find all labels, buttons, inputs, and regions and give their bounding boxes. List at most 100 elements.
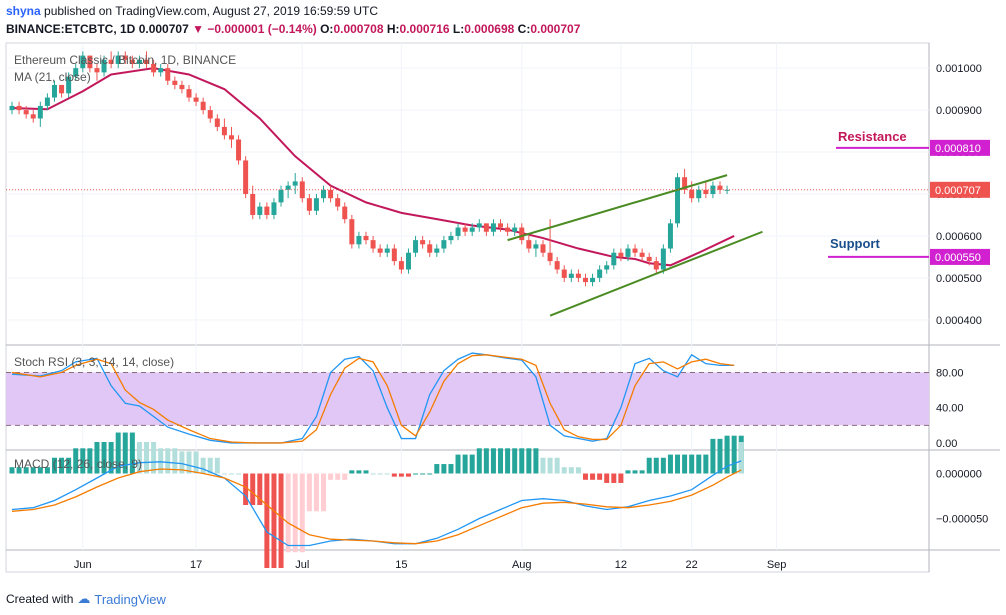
candle-body (228, 135, 234, 140)
close-label: C: (517, 22, 531, 36)
macd-histogram-bar (356, 470, 362, 474)
support-price-tag (930, 248, 990, 265)
macd-histogram-bar (186, 451, 192, 474)
candle-body (278, 189, 284, 203)
tradingview-brand[interactable]: TradingView (94, 591, 166, 607)
macd-histogram-bar (646, 457, 652, 474)
macd-histogram-bar (122, 432, 128, 474)
macd-histogram-bar (597, 473, 603, 480)
macd-histogram-bar (101, 442, 107, 474)
candle-body (476, 223, 482, 228)
macd-histogram-bar (462, 454, 468, 474)
publish-line: shyna published on TradingView.com, Augu… (6, 4, 378, 18)
macd-histogram-bar (696, 454, 702, 474)
candle-body (306, 198, 312, 211)
time-tick-label: 17 (190, 559, 202, 571)
macd-histogram-bar (16, 467, 22, 474)
down-arrow-icon: ▼ (192, 22, 204, 36)
candle-body (122, 55, 128, 60)
macd-histogram-bar (483, 448, 489, 474)
macd-tick-label: −0.000050 (936, 514, 988, 526)
candle-body (448, 235, 454, 241)
candle-body (108, 59, 114, 64)
macd-histogram-bar (129, 432, 135, 474)
macd-histogram-bar (731, 435, 737, 474)
price-tick-label: 0.000400 (936, 315, 982, 327)
macd-histogram-bar (533, 448, 539, 474)
candle-body (526, 240, 532, 249)
macd-histogram-bar (94, 442, 100, 474)
resistance-label: Resistance (838, 129, 907, 144)
high-value: 0.000716 (399, 22, 450, 36)
candle-body (136, 59, 142, 64)
resistance-price-tag (930, 139, 990, 156)
macd-histogram-bar (512, 448, 518, 474)
open-value: 0.000708 (333, 22, 384, 36)
symbol-label: BINANCE:ETCBTC, 1D (6, 22, 136, 36)
macd-histogram-bar (321, 473, 327, 512)
macd-histogram-bar (278, 473, 284, 568)
macd-histogram-bar (703, 454, 709, 474)
macd-histogram-bar (236, 473, 242, 475)
candle-body (207, 110, 213, 119)
macd-histogram-bar (724, 435, 730, 474)
macd-histogram-bar (66, 457, 72, 474)
candle-body (653, 261, 659, 270)
macd-tick-label: 0.000000 (936, 469, 982, 481)
macd-histogram-bar (172, 448, 178, 474)
macd-histogram-bar (59, 457, 65, 474)
macd-histogram-bar (9, 467, 15, 474)
candle-body (23, 110, 29, 115)
candle-body (434, 248, 440, 253)
candle-body (689, 189, 695, 199)
ma-indicator-label: MA (21, close) (14, 70, 91, 84)
low-label: L: (452, 22, 465, 36)
tradingview-logo-icon[interactable]: ☁ (77, 591, 91, 606)
candle-body (292, 181, 298, 186)
candle-body (342, 206, 348, 220)
chart-frame (5, 42, 930, 573)
candle-body (625, 248, 631, 257)
candle-body (151, 63, 157, 73)
candle-body (250, 194, 256, 215)
candle-body (675, 177, 681, 224)
candle-body (186, 89, 192, 98)
candle-body (363, 235, 369, 241)
candle-body (710, 185, 716, 194)
candle-body (618, 252, 624, 257)
macd-histogram-bar (136, 442, 142, 474)
stoch-k-line (11, 352, 735, 444)
macd-histogram-bar (285, 473, 291, 553)
stoch-band (6, 372, 929, 426)
candle-body (200, 101, 206, 111)
candle-body (321, 189, 327, 199)
author-name[interactable]: shyna (6, 4, 41, 18)
macd-histogram-bar (37, 467, 43, 474)
candle-body (257, 206, 263, 215)
price-tick-label: 0.000600 (936, 231, 982, 243)
macd-histogram-bar (427, 473, 433, 475)
macd-histogram-bar (228, 473, 234, 475)
candle-body (505, 227, 511, 232)
macd-histogram-bar (44, 467, 50, 474)
candle-body (66, 76, 72, 94)
macd-histogram-bar (165, 448, 171, 474)
candle-body (87, 55, 93, 69)
candle-body (9, 105, 15, 111)
candle-body (129, 59, 135, 64)
macd-histogram-bar (611, 473, 617, 483)
macd-histogram-bar (250, 473, 256, 505)
created-with-label: Created with (6, 592, 74, 606)
ma-line (11, 67, 735, 267)
macd-histogram-bar (455, 454, 461, 474)
candle-body (611, 252, 617, 266)
support-label: Support (830, 236, 880, 251)
candle-body (370, 240, 376, 249)
macd-histogram-bar (469, 454, 475, 474)
macd-histogram-bar (342, 473, 348, 480)
time-tick-label: 12 (615, 559, 627, 571)
macd-histogram-bar (561, 467, 567, 474)
candle-body (519, 227, 525, 241)
macd-histogram-bar (689, 454, 695, 474)
